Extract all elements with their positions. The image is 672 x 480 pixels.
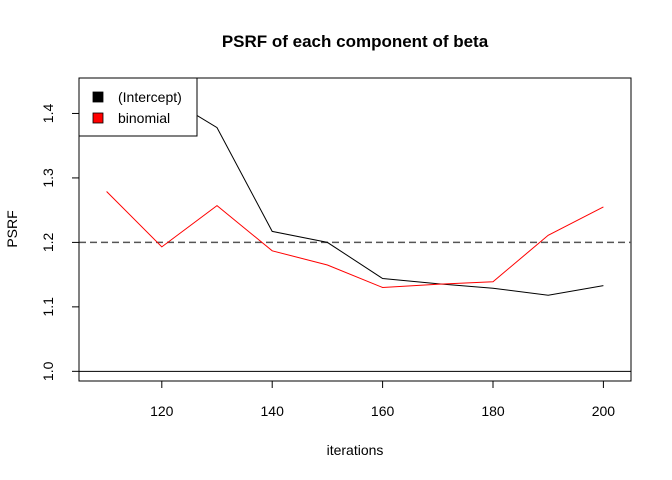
x-tick-label: 200 [592, 403, 616, 419]
y-tick-label: 1.2 [40, 232, 56, 252]
legend-swatch [92, 91, 104, 103]
x-tick-label: 180 [481, 403, 505, 419]
x-tick-label: 120 [150, 403, 174, 419]
legend-label: binomial [118, 110, 170, 126]
y-tick-label: 1.1 [40, 297, 56, 317]
reference-lines [79, 241, 631, 372]
legend: (Intercept) binomial [78, 77, 198, 137]
y-tick-label: 1.4 [40, 104, 56, 124]
y-axis-label: PSRF [4, 210, 20, 247]
x-tick-label: 140 [261, 403, 285, 419]
x-tick-label: 160 [371, 403, 395, 419]
legend-swatch [92, 112, 104, 124]
y-tick-label: 1.0 [40, 361, 56, 381]
legend-label: (Intercept) [118, 89, 182, 105]
x-axis-label: iterations [327, 442, 384, 458]
y-tick-label: 1.3 [40, 168, 56, 188]
x-axis: 120 140 160 180 200 [150, 380, 616, 419]
series-line-1 [106, 191, 604, 289]
chart-title: PSRF of each component of beta [222, 32, 489, 51]
legend-box [78, 77, 198, 137]
y-axis: 1.0 1.1 1.2 1.3 1.4 [40, 104, 80, 381]
